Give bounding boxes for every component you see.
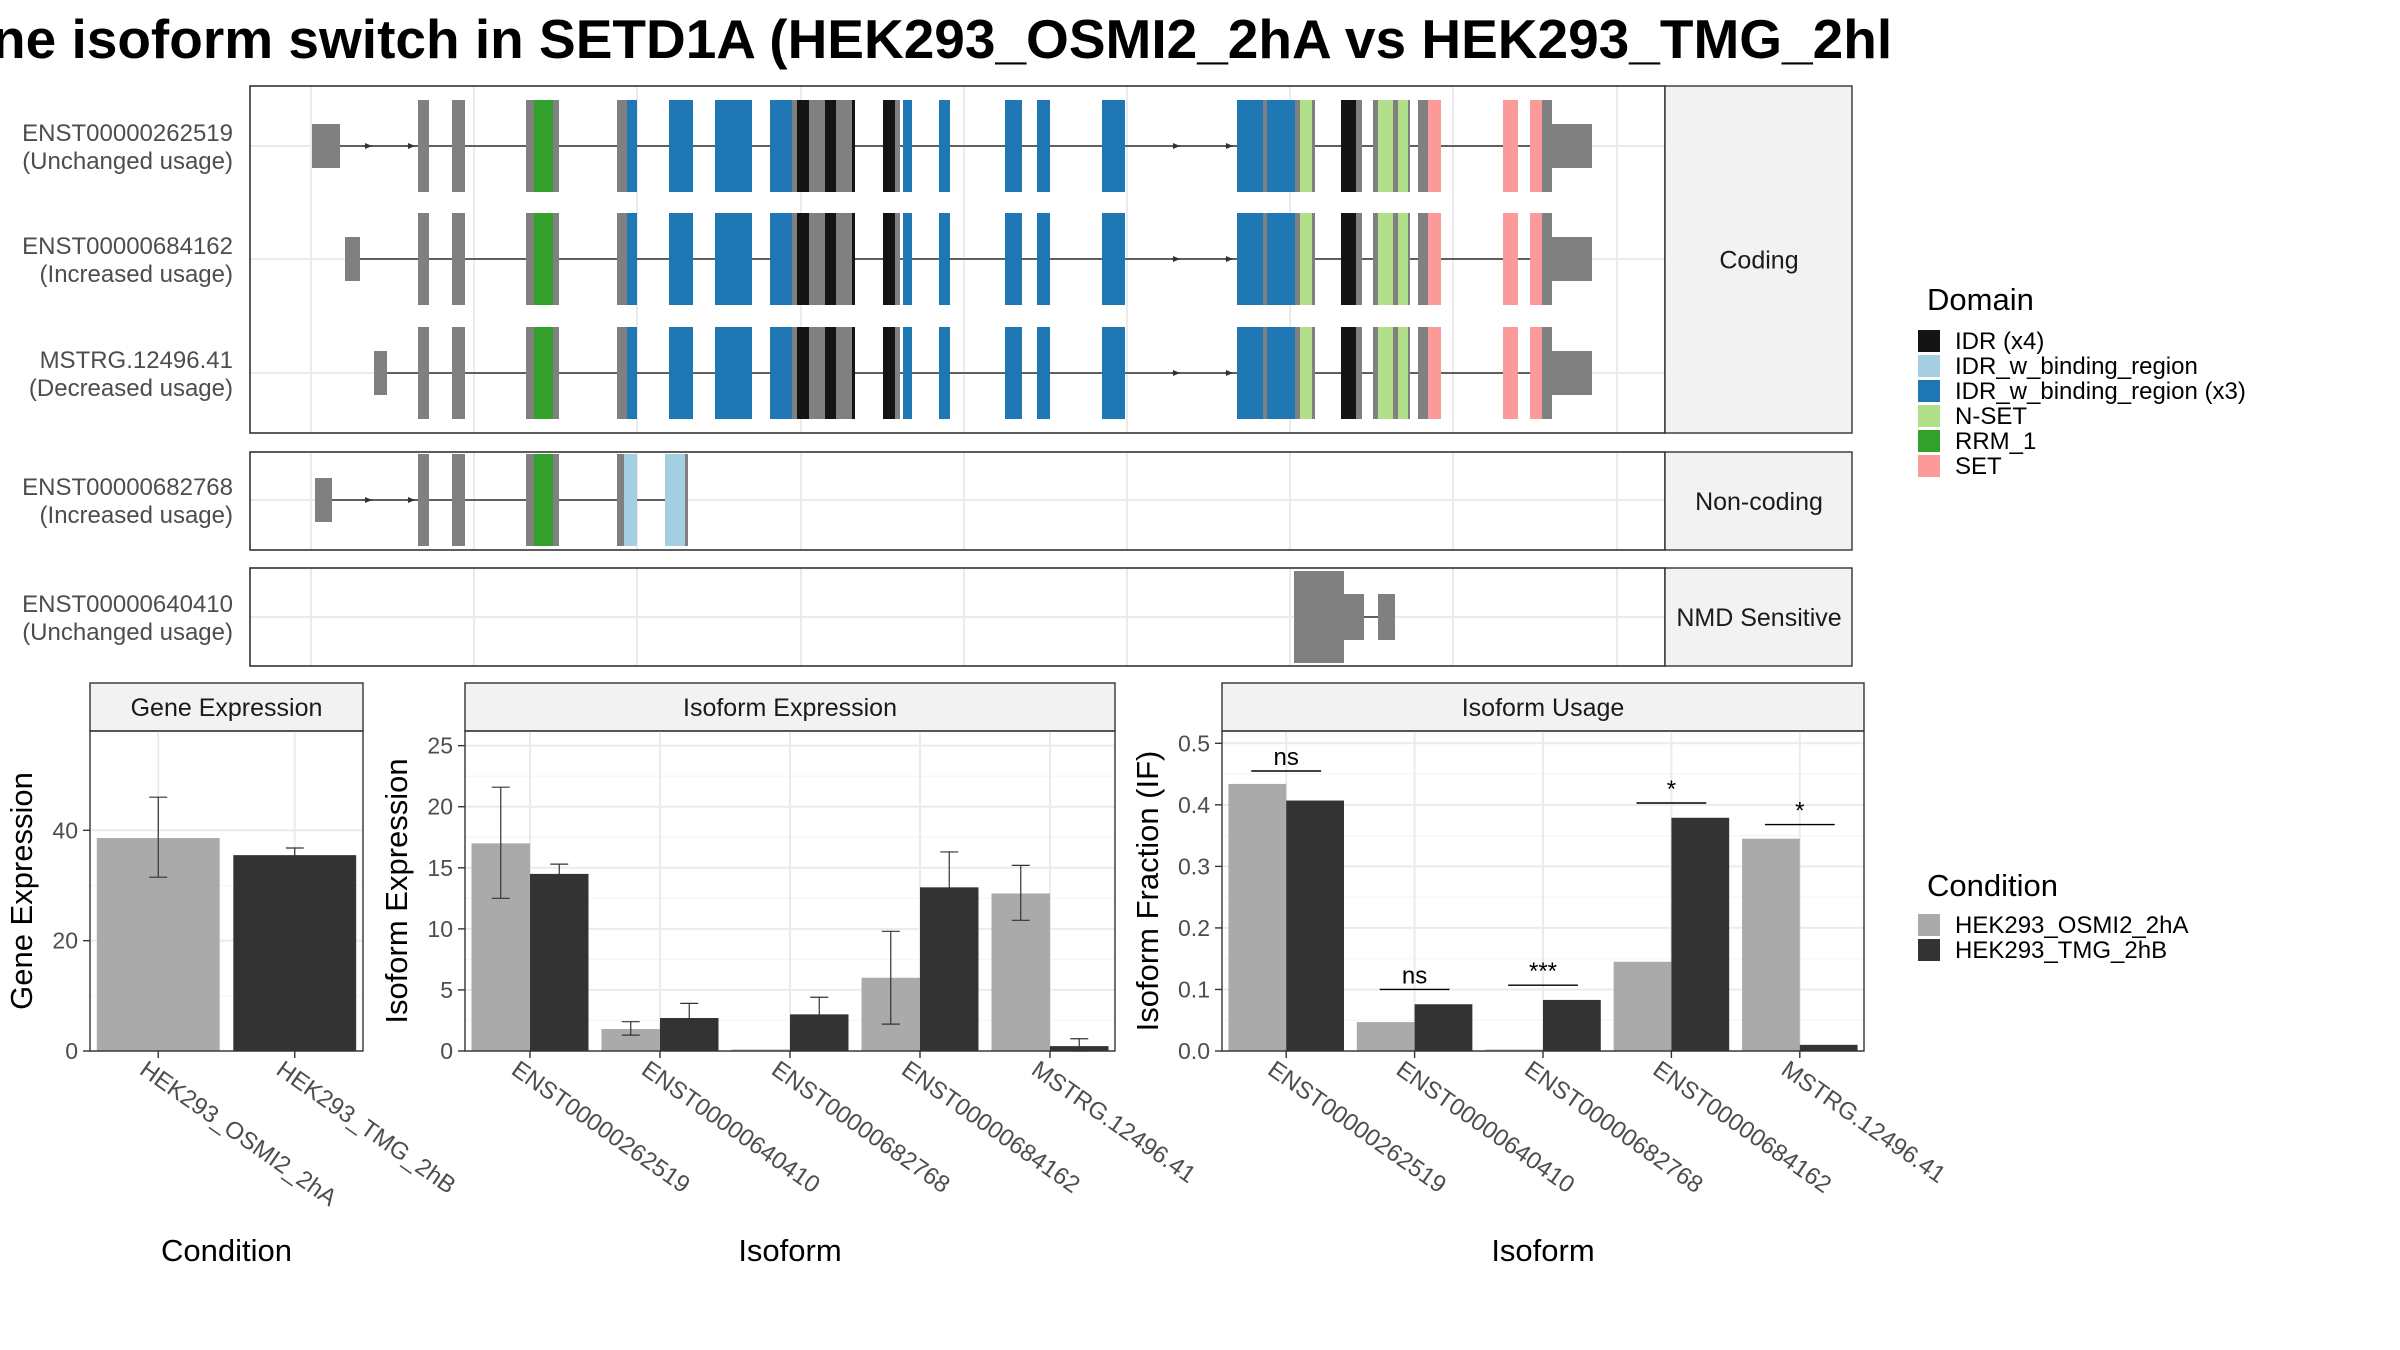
gene-expression-strip-title: Gene Expression [131, 694, 323, 722]
figure-title: ne isoform switch in SETD1A (HEK293_OSMI… [0, 8, 1892, 70]
isoform-usage-label: (Unchanged usage) [22, 148, 233, 175]
isoform-usage-label: (Increased usage) [40, 502, 233, 529]
facet-strip-label: NMD Sensitive [1676, 604, 1841, 632]
domain-legend-label: IDR_w_binding_region (x3) [1955, 378, 2246, 405]
condition-legend-label: HEK293_TMG_2hB [1955, 937, 2167, 964]
isoform-label: ENST00000262519 [22, 120, 233, 147]
domain-legend-label: IDR (x4) [1955, 328, 2044, 355]
isoform-bar [530, 873, 589, 1051]
isoform-expression-strip-title: Isoform Expression [683, 694, 897, 722]
isoform-bar [1613, 961, 1672, 1051]
y-tick-label: 0 [440, 1038, 453, 1064]
domain-legend-swatch [1918, 455, 1940, 477]
condition-legend-label: HEK293_OSMI2_2hA [1955, 912, 2188, 939]
y-tick-label: 0.5 [1178, 730, 1210, 756]
y-tick-label: 15 [427, 855, 453, 881]
isoform-bar [1799, 1044, 1858, 1051]
y-tick-label: 0 [65, 1038, 78, 1064]
y-tick-label: 20 [427, 794, 453, 820]
domain-legend-label: SET [1955, 453, 2002, 480]
domain-legend-swatch [1918, 405, 1940, 427]
significance-label: * [1795, 798, 1804, 825]
domain-legend-swatch [1918, 355, 1940, 377]
isoform-bar [601, 1029, 660, 1051]
facet-strip-label: Non-coding [1695, 488, 1823, 516]
facet-strip-label: Coding [1719, 247, 1798, 275]
isoform-usage-label: (Unchanged usage) [22, 619, 233, 646]
gene-expression-bar [233, 855, 357, 1051]
y-tick-label: 5 [440, 977, 453, 1003]
domain-legend-label: IDR_w_binding_region [1955, 353, 2198, 380]
isoform-bar [1286, 800, 1344, 1051]
significance-label: ns [1274, 744, 1299, 771]
isoform-usage-xlabel: Isoform [1491, 1233, 1594, 1268]
domain-legend-label: N-SET [1955, 403, 2027, 430]
isoform-usage-label: (Increased usage) [40, 261, 233, 288]
y-tick-label: 10 [427, 916, 453, 942]
isoform-expression-ylabel: Isoform Expression [379, 758, 414, 1023]
domain-legend: Domain IDR (x4)IDR_w_binding_regionIDR_w… [1918, 282, 2246, 480]
y-tick-label: 25 [427, 733, 453, 759]
significance-label: *** [1529, 958, 1557, 985]
y-tick-label: 20 [52, 928, 78, 954]
gene-expression-xlabel: Condition [161, 1233, 292, 1268]
isoform-bar [731, 1049, 790, 1051]
isoform-bar [1671, 817, 1730, 1051]
gene-expression-ylabel: Gene Expression [4, 772, 39, 1010]
y-tick-label: 0.2 [1178, 915, 1210, 941]
isoform-label: ENST00000682768 [22, 474, 233, 501]
isoform-label: MSTRG.12496.41 [40, 347, 233, 374]
domain-legend-swatch [1918, 330, 1940, 352]
y-tick-label: 0.0 [1178, 1038, 1210, 1064]
condition-legend-swatch [1918, 914, 1940, 936]
isoform-bar [1356, 1022, 1415, 1051]
isoform-bar [1742, 838, 1800, 1051]
isoform-usage-label: (Decreased usage) [29, 375, 233, 402]
domain-legend-swatch [1918, 430, 1940, 452]
condition-legend-swatch [1918, 939, 1940, 961]
isoform-expression-xlabel: Isoform [738, 1233, 841, 1268]
y-tick-label: 40 [52, 817, 78, 843]
isoform-bar [1414, 1004, 1473, 1051]
y-tick-label: 0.4 [1178, 792, 1210, 818]
y-tick-label: 0.1 [1178, 976, 1210, 1002]
isoform-usage-strip-title: Isoform Usage [1462, 694, 1625, 722]
isoform-bar [1485, 1049, 1543, 1051]
condition-legend-title: Condition [1927, 868, 2058, 903]
domain-legend-swatch [1918, 380, 1940, 402]
y-tick-label: 0.3 [1178, 853, 1210, 879]
isoform-label: ENST00000640410 [22, 591, 233, 618]
isoform-bar [1543, 999, 1601, 1051]
domain-legend-title: Domain [1927, 282, 2034, 317]
isoform-bar [1228, 783, 1287, 1051]
significance-label: ns [1402, 962, 1427, 989]
isoform-usage-ylabel: Isoform Fraction (IF) [1130, 751, 1165, 1032]
isoform-label: ENST00000684162 [22, 233, 233, 260]
significance-label: * [1667, 776, 1676, 803]
domain-legend-label: RRM_1 [1955, 428, 2036, 455]
